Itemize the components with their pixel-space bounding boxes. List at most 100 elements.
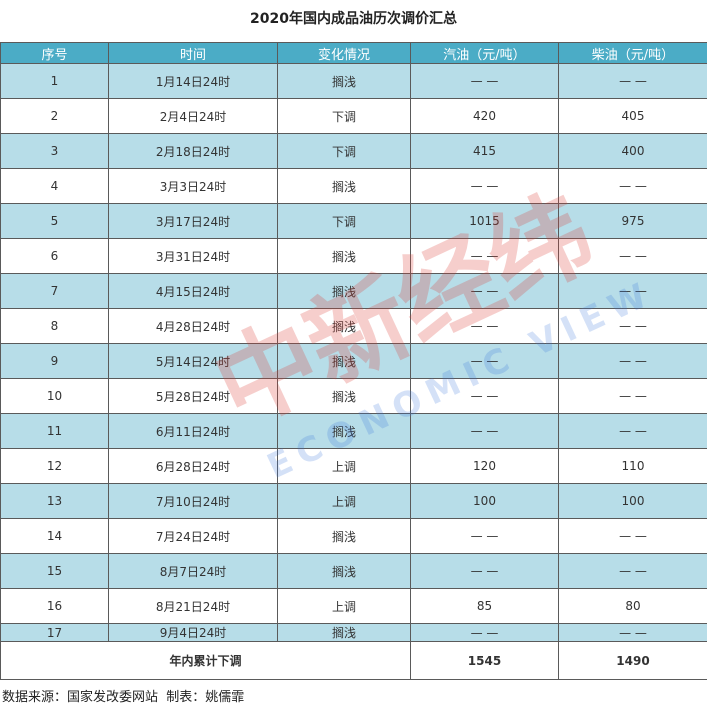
table-row: 1 1月14日24时 搁浅 — — — — <box>0 63 707 99</box>
table-cell: 下调 <box>277 133 411 169</box>
footer: 数据来源：国家发改委网站 制表：姚儒霏 <box>2 690 245 705</box>
table-cell: — — <box>410 308 559 344</box>
table-cell: 8 <box>0 308 109 344</box>
table-cell: 400 <box>558 133 707 169</box>
table-cell: 搁浅 <box>277 63 411 99</box>
header-row: 序号 时间 变化情况 汽油（元/吨） 柴油（元/吨） <box>0 42 707 64</box>
table-cell: 下调 <box>277 203 411 239</box>
table-cell: 1 <box>0 63 109 99</box>
table-cell: 17 <box>0 623 109 642</box>
table-cell: 120 <box>410 448 559 484</box>
table-cell: — — <box>558 343 707 379</box>
table-row: 14 7月24日24时 搁浅 — — — — <box>0 518 707 554</box>
table-cell: 6月28日24时 <box>108 448 278 484</box>
table-cell: 14 <box>0 518 109 554</box>
table-cell: 4月28日24时 <box>108 308 278 344</box>
total-row: 年内累计下调 1545 1490 <box>0 641 707 680</box>
table-cell: 12 <box>0 448 109 484</box>
price-table: 序号 时间 变化情况 汽油（元/吨） 柴油（元/吨） 1 1月14日24时 搁浅 — — — —… <box>0 42 707 680</box>
total-gasoline: 1545 <box>410 641 559 680</box>
header-cell: 序号 <box>0 42 109 64</box>
table-cell: 上调 <box>277 588 411 624</box>
table-cell: 2月18日24时 <box>108 133 278 169</box>
table-cell: — — <box>558 273 707 309</box>
table-cell: 405 <box>558 98 707 134</box>
table-row: 9 5月14日24时 搁浅 — — — — <box>0 343 707 379</box>
table-cell: 100 <box>410 483 559 519</box>
table-cell: — — <box>410 413 559 449</box>
table-cell: 搁浅 <box>277 238 411 274</box>
table-cell: — — <box>410 343 559 379</box>
table-cell: 2月4日24时 <box>108 98 278 134</box>
table-cell: 9月4日24时 <box>108 623 278 642</box>
table-cell: 9 <box>0 343 109 379</box>
table-cell: — — <box>410 518 559 554</box>
table-cell: 搁浅 <box>277 273 411 309</box>
table-cell: 15 <box>0 553 109 589</box>
table-cell: 13 <box>0 483 109 519</box>
header-cell: 汽油（元/吨） <box>410 42 559 64</box>
table-cell: 3月17日24时 <box>108 203 278 239</box>
table-row: 5 3月17日24时 下调 1015 975 <box>0 203 707 239</box>
table-row: 11 6月11日24时 搁浅 — — — — <box>0 413 707 449</box>
header-cell: 柴油（元/吨） <box>558 42 707 64</box>
table-cell: 110 <box>558 448 707 484</box>
table-cell: 3月3日24时 <box>108 168 278 204</box>
table-cell: 搁浅 <box>277 553 411 589</box>
table-cell: 6 <box>0 238 109 274</box>
table-cell: — — <box>410 273 559 309</box>
table-cell: 5月28日24时 <box>108 378 278 414</box>
table-cell: — — <box>558 413 707 449</box>
table-row: 3 2月18日24时 下调 415 400 <box>0 133 707 169</box>
table-cell: 4月15日24时 <box>108 273 278 309</box>
table-cell: 7 <box>0 273 109 309</box>
table-cell: 8月21日24时 <box>108 588 278 624</box>
table-cell: 6月11日24时 <box>108 413 278 449</box>
table-row: 8 4月28日24时 搁浅 — — — — <box>0 308 707 344</box>
table-cell: 上调 <box>277 448 411 484</box>
table-cell: 80 <box>558 588 707 624</box>
table-cell: 420 <box>410 98 559 134</box>
table-cell: — — <box>558 63 707 99</box>
table-cell: 415 <box>410 133 559 169</box>
table-row: 2 2月4日24时 下调 420 405 <box>0 98 707 134</box>
table-row: 4 3月3日24时 搁浅 — — — — <box>0 168 707 204</box>
table-cell: — — <box>410 553 559 589</box>
table-cell: 1015 <box>410 203 559 239</box>
table-cell: 2 <box>0 98 109 134</box>
table-cell: 8月7日24时 <box>108 553 278 589</box>
table-cell: 搁浅 <box>277 168 411 204</box>
table-cell: — — <box>558 518 707 554</box>
table-cell: — — <box>410 168 559 204</box>
table-row: 7 4月15日24时 搁浅 — — — — <box>0 273 707 309</box>
table-cell: 85 <box>410 588 559 624</box>
table-cell: — — <box>410 238 559 274</box>
total-diesel: 1490 <box>558 641 707 680</box>
table-cell: 1月14日24时 <box>108 63 278 99</box>
table-cell: 16 <box>0 588 109 624</box>
table-cell: 搁浅 <box>277 378 411 414</box>
table-cell: — — <box>558 308 707 344</box>
table-cell: 7月24日24时 <box>108 518 278 554</box>
table-cell: 3月31日24时 <box>108 238 278 274</box>
table-cell: 3 <box>0 133 109 169</box>
table-cell: 下调 <box>277 98 411 134</box>
total-label: 年内累计下调 <box>0 641 411 680</box>
table-row: 15 8月7日24时 搁浅 — — — — <box>0 553 707 589</box>
table-cell: — — <box>558 623 707 642</box>
table-cell: 搁浅 <box>277 308 411 344</box>
table-cell: 11 <box>0 413 109 449</box>
table-cell: 975 <box>558 203 707 239</box>
table-cell: 5 <box>0 203 109 239</box>
title: 2020年国内成品油历次调价汇总 <box>250 11 457 27</box>
table-cell: 上调 <box>277 483 411 519</box>
table-row: 12 6月28日24时 上调 120 110 <box>0 448 707 484</box>
header-cell: 时间 <box>108 42 278 64</box>
table-cell: 搁浅 <box>277 343 411 379</box>
table-cell: — — <box>558 238 707 274</box>
table-cell: 4 <box>0 168 109 204</box>
table-row: 6 3月31日24时 搁浅 — — — — <box>0 238 707 274</box>
table-cell: — — <box>410 623 559 642</box>
table-cell: — — <box>410 378 559 414</box>
